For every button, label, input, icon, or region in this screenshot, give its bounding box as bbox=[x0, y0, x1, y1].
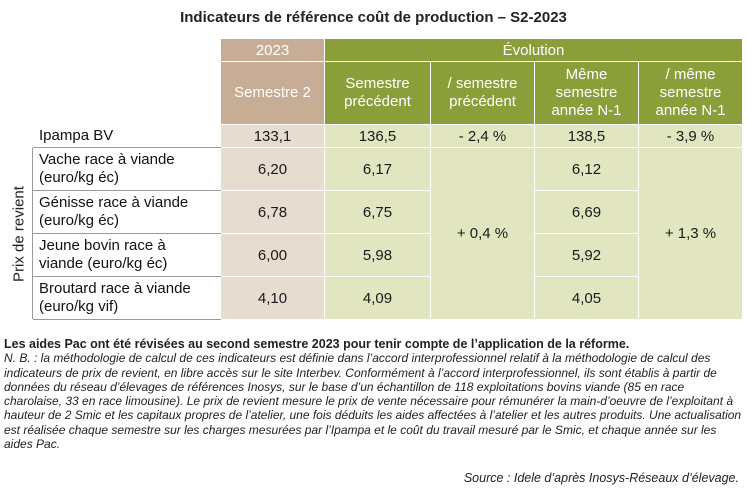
row-label-line1: Jeune bovin race à bbox=[39, 237, 166, 254]
row-label-ipampa: Ipampa BV bbox=[32, 124, 221, 148]
row-label: Jeune bovin race à viande (euro/kg éc) bbox=[32, 233, 221, 277]
row-label-line1: Broutard race à viande bbox=[39, 280, 191, 297]
row-label-line2: (euro/kg éc) bbox=[39, 212, 120, 229]
row-label: Génisse race à viande (euro/kg éc) bbox=[32, 190, 221, 234]
ipampa-vs-same: - 3,9 % bbox=[637, 124, 744, 148]
merged-vs-same: + 1,3 % bbox=[637, 147, 744, 320]
table-title: Indicateurs de référence coût de product… bbox=[180, 9, 567, 26]
cell-same: 6,69 bbox=[534, 190, 639, 234]
table-row: Prix de revient Vache race à viande (eur… bbox=[4, 147, 744, 320]
cell-prev: 6,17 bbox=[324, 147, 431, 191]
row-label-line2: (euro/kg éc) bbox=[39, 169, 120, 186]
header-vs-semestre-precedent: / semestre précédent bbox=[430, 61, 535, 125]
header-vsprev-line1: / semestre bbox=[447, 75, 518, 92]
header-vssame-line2: semestre bbox=[659, 84, 722, 101]
header-vssame-line1: / même bbox=[665, 66, 716, 83]
cell-sem2: 4,10 bbox=[220, 276, 325, 320]
header-semestre-precedent: Semestre précédent bbox=[324, 61, 431, 125]
header-evolution: Évolution bbox=[323, 38, 744, 62]
table-row: Génisse race à viande (euro/kg éc) 6,78 … bbox=[5, 190, 743, 234]
cell-prev: 4,09 bbox=[324, 276, 431, 320]
header-semestre-2: Semestre 2 bbox=[220, 61, 325, 125]
header-vs-meme-semestre: / même semestre année N-1 bbox=[637, 61, 744, 125]
header-same-line3: année N-1 bbox=[551, 102, 622, 119]
side-label: Prix de revient bbox=[10, 185, 27, 282]
row-label-line1: Vache race à viande bbox=[39, 151, 175, 168]
row-label-line2: viande (euro/kg éc) bbox=[39, 255, 168, 272]
cell-sem2: 6,20 bbox=[220, 147, 325, 191]
header-same-line2: semestre bbox=[555, 84, 618, 101]
source-credit: Source : Idele d’après Inosys-Réseaux d’… bbox=[463, 471, 739, 485]
ipampa-sem2: 133,1 bbox=[220, 124, 325, 148]
ipampa-vs-prev: - 2,4 % bbox=[430, 124, 535, 148]
table-row-ipampa: Ipampa BV 133,1 136,5 - 2,4 % 138,5 - 3,… bbox=[4, 124, 744, 148]
table-row: Jeune bovin race à viande (euro/kg éc) 6… bbox=[5, 233, 743, 277]
side-label-cell: Prix de revient bbox=[4, 147, 33, 320]
header-blank bbox=[4, 38, 221, 125]
header-vssame-line3: année N-1 bbox=[655, 102, 726, 119]
row-label: Vache race à viande (euro/kg éc) bbox=[32, 147, 221, 191]
header-same-line1: Même bbox=[565, 66, 608, 83]
header-sem2-text: Semestre 2 bbox=[234, 84, 311, 101]
footnote: Les aides Pac ont été révisées au second… bbox=[4, 337, 744, 451]
cell-sem2: 6,00 bbox=[220, 233, 325, 277]
footnote-bold: Les aides Pac ont été révisées au second… bbox=[4, 337, 630, 351]
header-year: 2023 bbox=[220, 38, 325, 62]
header-prev-line1: Semestre bbox=[345, 75, 410, 92]
table-row: Broutard race à viande (euro/kg vif) 4,1… bbox=[5, 276, 743, 320]
cell-same: 6,12 bbox=[534, 147, 639, 191]
row-label: Broutard race à viande (euro/kg vif) bbox=[32, 276, 221, 320]
cell-prev: 6,75 bbox=[324, 190, 431, 234]
header-meme-semestre: Même semestre année N-1 bbox=[534, 61, 639, 125]
ipampa-prev: 136,5 bbox=[324, 124, 431, 148]
cell-prev: 5,98 bbox=[324, 233, 431, 277]
ipampa-spacer bbox=[4, 124, 33, 148]
cell-same: 5,92 bbox=[534, 233, 639, 277]
merged-vs-prev: + 0,4 % bbox=[430, 147, 535, 320]
footnote-methodology: N. B. : la méthodologie de calcul de ces… bbox=[4, 351, 742, 452]
cell-same: 4,05 bbox=[534, 276, 639, 320]
ipampa-same: 138,5 bbox=[534, 124, 639, 148]
row-label-line1: Génisse race à viande bbox=[39, 194, 189, 211]
header-vsprev-line2: précédent bbox=[449, 93, 516, 110]
cell-sem2: 6,78 bbox=[220, 190, 325, 234]
header-prev-line2: précédent bbox=[344, 93, 411, 110]
row-label-line2: (euro/kg vif) bbox=[39, 298, 119, 315]
cost-indicator-table: 2023 Évolution Semestre 2 Semestre précé… bbox=[4, 38, 744, 320]
